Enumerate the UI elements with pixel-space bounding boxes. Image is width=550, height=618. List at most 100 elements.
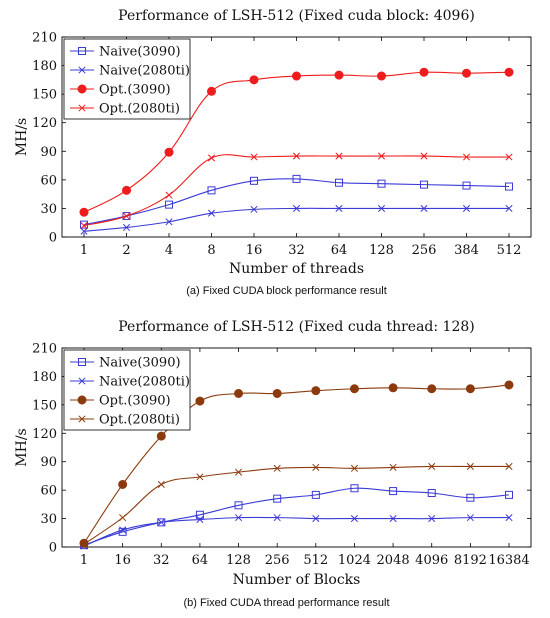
- x-tick-label: 4: [165, 243, 173, 258]
- y-tick-label: 150: [32, 398, 57, 413]
- x-tick-label: 1024: [338, 553, 371, 568]
- x-tick-label: 16384: [488, 553, 529, 568]
- data-point: [207, 186, 216, 195]
- data-point: [157, 480, 165, 489]
- data-point: [273, 494, 282, 503]
- data-point: [462, 181, 471, 190]
- x-tick-label: 16: [246, 243, 263, 258]
- x-tick-label: 4096: [415, 553, 448, 568]
- series-naive-3090-: [80, 484, 513, 550]
- data-point: [427, 384, 437, 394]
- series-line: [83, 207, 509, 232]
- data-point: [122, 223, 131, 232]
- legend: Naive(3090) Naive(2080ti) Opt.(3090) Opt.(2…: [63, 38, 191, 120]
- data-point: [195, 510, 204, 519]
- data-point: [420, 180, 428, 189]
- y-axis-label: MH/s: [14, 428, 30, 466]
- x-tick-label: 16: [114, 553, 131, 568]
- data-point: [249, 75, 259, 85]
- data-point: [196, 473, 204, 481]
- chart-a: Performance of LSH-512 (Fixed cuda block…: [14, 8, 532, 297]
- data-point: [250, 176, 258, 185]
- data-point: [349, 384, 359, 394]
- y-tick-label: 90: [40, 145, 57, 160]
- x-axis-label: Number of threads: [229, 261, 364, 277]
- data-point: [377, 204, 386, 212]
- y-tick-label: 60: [40, 484, 57, 499]
- data-point: [311, 490, 320, 499]
- data-point: [389, 515, 397, 523]
- data-point: [427, 488, 436, 497]
- data-point: [118, 479, 128, 489]
- x-tick-label: 8192: [454, 553, 487, 568]
- data-point: [196, 515, 204, 524]
- data-point: [157, 518, 165, 526]
- chart-title: Performance of LSH-512 (Fixed cuda block…: [118, 8, 475, 24]
- data-point: [505, 182, 513, 191]
- data-point: [79, 538, 89, 548]
- series-naive-2080ti-: [80, 204, 513, 235]
- y-tick-label: 0: [49, 541, 57, 556]
- data-point: [420, 204, 428, 212]
- x-tick-label: 64: [331, 243, 348, 258]
- data-point: [461, 68, 471, 78]
- data-point: [312, 515, 320, 523]
- data-point: [78, 104, 86, 112]
- chart-title: Performance of LSH-512 (Fixed cuda threa…: [118, 319, 475, 335]
- data-point: [118, 527, 127, 536]
- y-tick-label: 180: [32, 59, 57, 74]
- data-point: [334, 70, 344, 80]
- figure-caption: (b) Fixed CUDA thread performance result: [183, 597, 389, 609]
- data-point: [272, 388, 282, 398]
- data-point: [466, 493, 475, 502]
- legend-entry: Naive(2080ti): [99, 64, 190, 79]
- x-tick-label: 512: [303, 553, 328, 568]
- data-point: [156, 431, 166, 441]
- y-tick-label: 0: [49, 231, 57, 246]
- data-point: [80, 222, 88, 230]
- y-tick-label: 90: [40, 455, 57, 470]
- data-point: [273, 514, 281, 522]
- legend-entry: Naive(3090): [99, 45, 181, 60]
- legend-entry: Opt.(3090): [99, 83, 171, 98]
- y-tick-label: 210: [32, 31, 57, 46]
- y-tick-label: 210: [32, 342, 57, 357]
- x-tick-label: 1: [80, 553, 88, 568]
- legend-entry: Opt.(2080ti): [99, 102, 180, 117]
- data-point: [462, 153, 471, 161]
- data-point: [335, 152, 343, 160]
- data-point: [420, 152, 428, 160]
- plot-frame: [61, 347, 532, 548]
- x-tick-label: 1: [80, 243, 88, 258]
- data-point: [165, 200, 173, 209]
- x-tick-label: 8: [207, 243, 215, 258]
- data-point: [80, 540, 88, 548]
- data-point: [466, 514, 474, 522]
- data-point: [273, 464, 281, 472]
- data-point: [78, 358, 86, 366]
- legend-entry: Opt.(2080ti): [99, 413, 180, 428]
- x-tick-label: 2048: [377, 553, 410, 568]
- data-point: [292, 204, 301, 212]
- data-point: [207, 86, 217, 96]
- x-tick-label: 128: [369, 243, 394, 258]
- data-point: [504, 67, 514, 77]
- series-line: [83, 154, 510, 227]
- data-point: [388, 383, 398, 393]
- x-tick-label: 256: [412, 243, 437, 258]
- data-point: [77, 395, 87, 405]
- data-point: [195, 396, 205, 406]
- data-point: [335, 204, 343, 212]
- data-point: [428, 462, 436, 471]
- data-point: [234, 501, 243, 510]
- legend: Naive(3090) Naive(2080ti) Opt.(3090) Opt.(2…: [63, 349, 191, 431]
- data-point: [78, 377, 86, 385]
- data-point: [505, 462, 513, 471]
- data-point: [234, 388, 244, 398]
- series-opt-2080ti-: [80, 152, 513, 230]
- data-point: [350, 464, 359, 472]
- data-point: [377, 179, 386, 188]
- x-tick-label: 384: [454, 243, 479, 258]
- series-line: [83, 178, 510, 226]
- series-opt-3090-: [79, 67, 514, 217]
